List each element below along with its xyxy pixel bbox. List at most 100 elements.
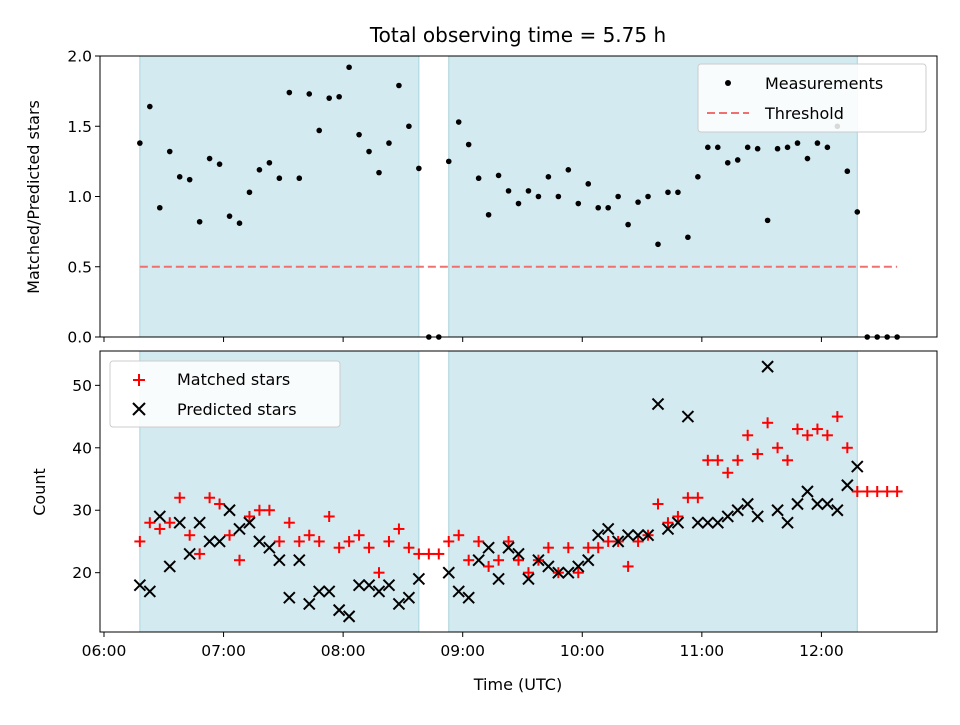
predicted-stars-series [133,360,864,623]
predicted-marker-53 [661,522,675,536]
measurement-point-25 [386,140,392,146]
predicted-marker-63 [761,360,774,373]
matched-marker-19 [323,510,335,522]
bottom-plot-frame [99,350,938,633]
matched-marker-0 [134,535,146,547]
matched-marker-69 [821,429,833,441]
measurement-point-15 [286,89,293,96]
predicted-marker-b [362,578,376,592]
measurement-point-57 [705,144,711,151]
predicted-marker-b [711,516,724,529]
predicted-marker-42 [552,566,565,579]
predicted-marker-38 [512,547,525,561]
matched-marker-52 [652,498,664,510]
measurement-point-4 [176,174,183,180]
predicted-marker-b [532,553,545,567]
x-tick-label: 08:00 [321,642,366,660]
predicted-marker-37 [502,541,515,554]
predicted-marker-b [522,572,535,586]
x-tick-label: 09:00 [440,642,485,660]
measurement-point-71 [844,168,851,175]
predicted-marker-b [193,516,206,529]
predicted-marker-b [472,553,485,567]
measurement-point-6 [196,218,203,225]
x-tick-label: 11:00 [680,642,725,660]
matched-marker-22 [353,529,365,541]
predicted-marker-b [851,460,864,473]
predicted-marker-b [342,610,356,623]
predicted-marker-18 [313,585,326,598]
predicted-marker-28 [412,572,426,586]
predicted-marker-8 [213,535,226,548]
predicted-marker-44 [572,560,585,573]
measurement-point-20 [336,93,342,100]
measurement-point-40 [535,193,542,200]
matched-marker-58 [712,454,724,466]
measurement-point-17 [306,91,313,97]
predicted-marker-31 [442,566,455,579]
y-tick-label: 2.0 [67,48,92,66]
bottom-y-axis: 20 30 40 50 [72,377,100,582]
measurement-point-7 [206,155,213,162]
predicted-marker-61 [741,497,754,511]
predicted-marker-69 [821,497,834,511]
measurement-point-50 [635,199,641,205]
predicted-marker-b [731,504,744,517]
x-axis-label: Time (UTC) [473,675,562,694]
predicted-marker-b [741,497,754,511]
bottom-legend: Matched stars Predicted stars [109,360,341,428]
measurement-point-32 [455,119,462,125]
matched-marker-67 [801,429,813,441]
matched-marker-18 [313,535,325,547]
measurement-point-46 [595,204,602,211]
measurement-point-66 [794,140,801,146]
predicted-marker-60 [731,504,744,517]
measurement-point-0 [137,140,143,146]
bottom-legend-box [109,360,341,428]
predicted-marker-22 [352,578,366,592]
measurement-point-68 [814,140,821,146]
measurement-point-72 [854,209,861,215]
matched-marker-65 [782,454,794,466]
measurement-point-65 [784,144,791,151]
predicted-marker-b [721,510,734,523]
predicted-marker-b [223,504,236,517]
measurement-point-18 [316,127,323,134]
predicted-marker-72 [851,460,864,473]
x-tick-label: 10:00 [560,642,605,660]
predicted-marker-b [631,529,645,542]
predicted-marker-65 [781,516,794,529]
predicted-marker-b [542,560,555,573]
predicted-marker-71 [841,479,854,492]
matched-marker-28 [413,548,425,560]
predicted-marker-b [133,578,147,592]
measurement-point-63 [764,217,771,224]
predicted-marker-b [671,516,685,529]
matched-marker-62 [752,448,764,460]
measurement-point-49 [625,221,631,228]
matched-marker-38 [513,554,524,566]
top-y-axis: 0.0 0.5 1.0 1.5 2.0 [67,48,100,347]
matched-marker-17 [303,529,315,541]
predicted-marker-b [701,516,715,529]
predicted-marker-33 [462,591,475,604]
matched-marker-8 [214,498,226,510]
predicted-marker-b [502,541,515,554]
predicted-marker-4 [173,516,186,529]
predicted-marker-b [781,516,794,529]
measurement-point-16 [296,175,303,182]
predicted-marker-b [771,504,784,517]
measurement-point-47 [605,204,611,211]
matched-marker-46 [592,542,604,554]
predicted-marker-b [173,516,186,529]
predicted-marker-b [313,585,326,598]
measurement-point-61 [744,144,751,151]
matched-marker-71 [841,442,853,454]
matched-marker-37 [503,535,515,547]
predicted-marker-0 [133,578,147,592]
matched-marker-16 [293,535,305,547]
measurement-point-44 [575,200,582,207]
predicted-marker-2 [153,510,166,523]
matched-marker-74 [871,486,883,497]
